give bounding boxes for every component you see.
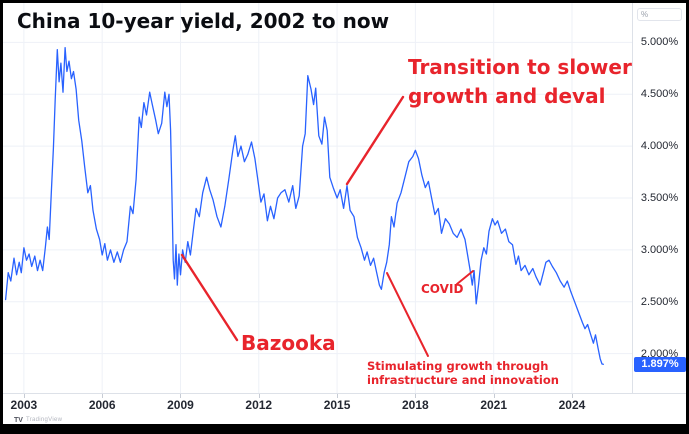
price-axis[interactable]: % 1.897% 5.000% 4.500% 4.000% 3.500% 3.000% 2… — [632, 3, 686, 393]
annotation-pointer-line-stimulating — [386, 272, 429, 357]
annotation-text-covid: COVID — [421, 282, 464, 296]
annotation-text-bazooka: Bazooka — [241, 331, 336, 355]
tradingview-logo-icon: TV — [14, 417, 23, 424]
time-tickmark — [180, 394, 182, 398]
price-tick-label: 4.500% — [640, 88, 679, 101]
chart-title: China 10-year yield, 2002 to now — [17, 9, 390, 33]
annotation-pointer-line-bazooka — [180, 253, 239, 342]
time-tickmark — [258, 394, 260, 398]
time-tickmark — [571, 394, 573, 398]
time-axis[interactable]: 2003 2006 2009 2012 2015 2018 2021 2024 — [3, 393, 686, 416]
year-tick-label: 2006 — [88, 398, 116, 412]
annotation-pointer-line-transition — [345, 95, 405, 186]
price-tick-label: 5.000% — [640, 36, 679, 49]
percent-scale-button[interactable]: % — [637, 8, 682, 21]
time-tickmark — [493, 394, 495, 398]
annotation-pointer-line-covid — [456, 270, 474, 285]
tradingview-watermark[interactable]: TV TradingView — [14, 417, 62, 424]
price-tick-label: 4.000% — [640, 140, 679, 153]
chart-window: China 10-year yield, 2002 to now % 1.897… — [3, 3, 686, 424]
price-chart-canvas[interactable] — [3, 3, 632, 393]
price-tick-label: 2.000% — [640, 347, 679, 360]
price-tick-label: 3.000% — [640, 243, 679, 256]
price-tick-label: 3.500% — [640, 192, 679, 204]
yield-line-series — [4, 46, 604, 365]
year-tick-label: 2015 — [323, 398, 351, 412]
time-tickmark — [23, 394, 25, 398]
annotation-text-stimulating: Stimulating growth through infrastructure… — [367, 359, 559, 387]
year-tick-label: 2021 — [480, 398, 508, 412]
year-tick-label: 2012 — [245, 398, 273, 412]
annotation-text-transition: Transition to slower growth and deval — [408, 55, 632, 108]
price-tick-label: 2.500% — [640, 295, 679, 308]
last-price-badge: 1.897% — [634, 357, 686, 373]
year-tick-label: 2009 — [167, 398, 194, 412]
year-tick-label: 2018 — [402, 398, 429, 412]
time-tickmark — [415, 394, 417, 398]
tradingview-watermark-label: TradingView — [25, 417, 63, 423]
time-tickmark — [337, 394, 339, 398]
time-tickmark — [102, 394, 104, 398]
year-tick-label: 2024 — [558, 398, 586, 412]
year-tick-label: 2003 — [10, 398, 38, 412]
